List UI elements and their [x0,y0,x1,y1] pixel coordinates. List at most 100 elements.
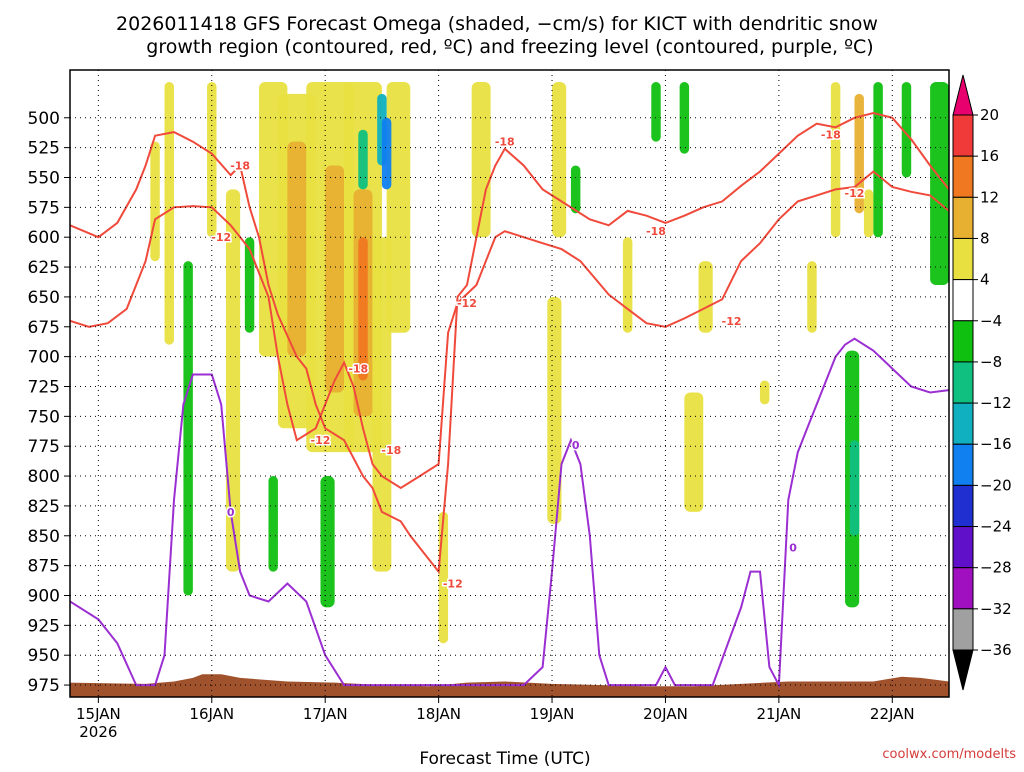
y-tick-label: 975 [28,676,60,696]
omega-region-30 [358,129,368,190]
omega-region-26 [183,261,193,596]
y-tick-label: 825 [28,497,60,517]
y-tick-label: 800 [28,467,60,487]
omega-region-21 [759,380,770,405]
omega-region-35 [679,81,690,154]
omega-region-11 [358,237,368,381]
chart-title-line1: 2026011418 GFS Forecast Omega (shaded, −… [116,13,878,35]
omega-region-25 [863,189,874,238]
colorbar-label: −20 [980,476,1012,494]
colorbar-label: 12 [980,188,999,206]
colorbar-swatch [952,484,974,528]
omega-region-3 [225,189,241,572]
omega-region-18 [622,237,633,333]
y-tick-label: 750 [28,407,60,427]
contour-label: -12 [443,578,463,591]
omega-region-32 [381,117,392,190]
x-tick-label: 19JAN [530,705,575,723]
omega-region-29 [320,476,335,608]
plot-clip-group [70,81,949,697]
x-tick-label: 17JAN [303,705,348,723]
omega-region-2 [207,81,217,238]
y-tick-label: 550 [28,168,60,188]
contour-label: 0 [227,506,235,519]
x-tick-label: 21JAN [757,705,802,723]
x-tick-sublabel: 2026 [79,723,117,741]
colorbar-bottom-triangle [952,649,974,691]
colorbar-swatch [952,567,974,610]
contour-label: -18 [348,363,368,376]
colorbar-label: 20 [980,106,999,124]
omega-region-6 [287,141,307,357]
omega-region-1 [164,81,174,345]
x-tick-label: 15JAN [76,705,121,723]
omega-region-33 [570,165,581,214]
colorbar-label: −8 [980,353,1002,371]
colorbar-label: −32 [980,600,1012,618]
y-tick-label: 600 [28,228,60,248]
colorbar-swatch [952,608,974,651]
omega-region-13 [386,81,411,333]
colorbar-swatch [952,237,974,281]
colorbar-swatch [952,196,974,239]
y-tick-label: 850 [28,527,60,547]
omega-region-15 [471,81,491,238]
omega-region-34 [651,81,661,142]
contour-label: -18 [381,444,401,457]
contour-label: -12 [845,187,865,200]
y-tick-label: 500 [28,109,60,129]
y-tick-label: 775 [28,437,60,457]
omega-region-28 [268,476,278,572]
credit-text: coolwx.com/modelts [882,747,1016,762]
y-tick-label: 575 [28,198,60,218]
omega-region-38 [873,81,883,238]
colorbar-label: −24 [980,518,1012,536]
y-tick-label: 650 [28,288,60,308]
colorbar-swatch [952,361,974,404]
omega-region-24 [854,93,864,214]
y-tick-label: 700 [28,348,60,368]
y-tick-label: 725 [28,377,60,397]
contour-line-m18-0 [70,111,949,575]
contour-label: -18 [230,160,250,173]
omega-region-27 [244,237,255,333]
contour-label: -12 [211,231,231,244]
colorbar-swatch [952,155,974,198]
colorbar-swatch [952,526,974,569]
colorbar-label: −16 [980,435,1012,453]
omega-region-37 [849,440,860,536]
omega-region-0 [150,141,160,262]
contour-label: -18 [646,225,666,238]
contour-line-0-2 [70,337,949,689]
y-tick-label: 875 [28,557,60,577]
colorbar-swatch [952,320,974,363]
contour-label: 0 [572,439,580,452]
colorbar-label: 16 [980,147,999,165]
colorbar-label: −36 [980,641,1012,659]
y-tick-label: 925 [28,616,60,636]
contour-label: -12 [311,434,331,447]
colorbar-label: 8 [980,229,990,247]
colorbar-top-triangle [952,74,974,116]
contour-label: -12 [722,315,742,328]
colorbar-swatch [952,114,974,157]
x-tick-label: 18JAN [416,705,461,723]
y-tick-label: 625 [28,258,60,278]
contour-label: -18 [495,136,515,149]
omega-region-23 [830,81,841,238]
contour-label: 0 [789,542,797,555]
plot-frame [69,69,950,698]
omega-region-22 [807,261,817,333]
omega-region-8 [325,165,345,393]
y-tick-label: 900 [28,586,60,606]
x-tick-label: 20JAN [643,705,688,723]
omega-region-19 [684,392,704,512]
colorbar-label: −28 [980,559,1012,577]
y-tick-label: 950 [28,646,60,666]
colorbar-swatch [952,402,974,445]
y-tick-label: 675 [28,318,60,338]
colorbar-swatch [952,279,974,322]
x-tick-label: 16JAN [189,705,234,723]
